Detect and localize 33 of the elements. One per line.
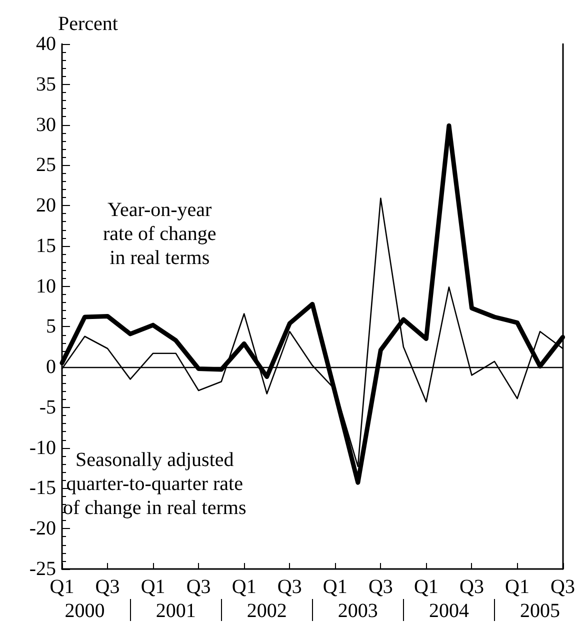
x-tick-label: Q1: [232, 576, 256, 598]
text: 2005: [520, 600, 560, 622]
y-axis-title: Percent: [58, 13, 118, 35]
annotation: Seasonally adjusted quarter-to-quarter rate of change in real terms: [62, 449, 246, 519]
y-tick-label: 20: [36, 194, 56, 217]
x-tick-label: Q3: [550, 576, 576, 598]
y-tick-label: 35: [36, 73, 56, 96]
y-tick-label: -10: [29, 436, 56, 459]
x-tick-label: Q3: [95, 576, 120, 598]
x-tick-label: Q1: [322, 576, 348, 598]
x-tick-label: Q1: [505, 576, 530, 598]
y-tick-label: 40: [36, 33, 56, 55]
text: 2000: [64, 600, 105, 622]
text: 2002: [246, 600, 287, 622]
x-tick-label: Q3: [277, 576, 302, 598]
y-tick-label: 5: [46, 316, 56, 338]
annotation: Year-on-year rate of change in real terms: [103, 199, 216, 269]
y-tick-label: 30: [36, 114, 56, 136]
text: 2003: [338, 600, 378, 622]
y-tick-label: 25: [36, 154, 56, 176]
y-tick-label: 0: [46, 356, 56, 378]
y-tick-label: -15: [29, 477, 56, 500]
x-tick-label: Q1: [414, 576, 438, 598]
x-tick-label: Q3: [368, 576, 393, 598]
text: 2004: [428, 600, 469, 622]
y-tick-label: -20: [29, 518, 56, 540]
x-tick-label: Q3: [460, 576, 484, 598]
y-tick-label: -5: [39, 396, 56, 418]
y-tick-label: 10: [36, 275, 56, 298]
y-tick-label: 15: [36, 234, 56, 257]
x-tick-label: Q1: [140, 576, 166, 598]
x-tick-label: Q3: [186, 576, 211, 598]
text: 2001: [156, 600, 196, 622]
